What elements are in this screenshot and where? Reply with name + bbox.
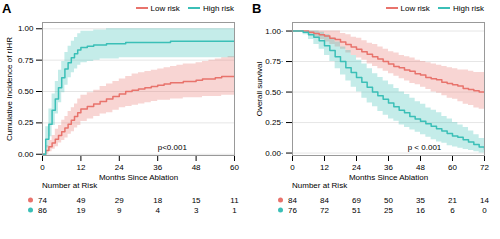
svg-text:36: 36 — [153, 163, 162, 172]
svg-text:48: 48 — [416, 163, 425, 172]
svg-text:p<0.001: p<0.001 — [158, 143, 188, 152]
svg-text:69: 69 — [352, 196, 361, 205]
svg-text:74: 74 — [38, 196, 47, 205]
svg-text:12: 12 — [320, 163, 329, 172]
svg-text:35: 35 — [416, 196, 425, 205]
html-text:Number at Risk: Number at Risk — [42, 181, 98, 190]
svg-text:36: 36 — [384, 163, 393, 172]
svg-text:76: 76 — [288, 206, 297, 215]
svg-text:0.75·: 0.75· — [265, 57, 283, 66]
html-text:A: A — [2, 0, 12, 16]
svg-text:60: 60 — [230, 163, 239, 172]
svg-text:1: 1 — [232, 206, 237, 215]
svg-text:48: 48 — [192, 163, 201, 172]
svg-text:84: 84 — [320, 196, 329, 205]
svg-text:3: 3 — [194, 206, 199, 215]
svg-text:Months Since Ablation: Months Since Ablation — [349, 173, 428, 182]
html-text:Low risk: Low risk — [400, 3, 430, 13]
svg-text:6: 6 — [450, 206, 455, 215]
html-text:Low risk: Low risk — [150, 3, 180, 13]
svg-text:18: 18 — [153, 196, 162, 205]
svg-text:24: 24 — [352, 163, 361, 172]
svg-text:11: 11 — [230, 196, 239, 205]
svg-text:1.00·: 1.00· — [265, 27, 283, 36]
svg-text:0.75: 0.75 — [18, 56, 34, 65]
html-text:High risk: High risk — [202, 3, 234, 13]
svg-text:Months Since Ablation: Months Since Ablation — [99, 173, 178, 182]
svg-text:9: 9 — [117, 206, 122, 215]
svg-text:15: 15 — [192, 196, 201, 205]
svg-text:19: 19 — [76, 206, 85, 215]
svg-text:0.00·: 0.00· — [265, 149, 283, 158]
html-text:High risk: High risk — [452, 3, 484, 13]
svg-text:50: 50 — [384, 196, 393, 205]
svg-text:72: 72 — [480, 163, 489, 172]
svg-text:Overall survival: Overall survival — [255, 61, 264, 116]
html-text:B: B — [252, 0, 262, 16]
svg-text:0.25·: 0.25· — [265, 118, 283, 127]
svg-text:4: 4 — [155, 206, 160, 215]
svg-text:0.00: 0.00 — [18, 150, 34, 159]
svg-text:0.25: 0.25 — [18, 118, 34, 127]
svg-text:0.50·: 0.50· — [265, 88, 283, 97]
svg-text:84: 84 — [288, 196, 297, 205]
svg-text:Cumulative Incidence of rIHR: Cumulative Incidence of rIHR — [5, 37, 14, 141]
svg-text:p < 0.001: p < 0.001 — [408, 143, 442, 152]
svg-text:86: 86 — [38, 206, 47, 215]
svg-text:14: 14 — [480, 196, 489, 205]
svg-text:0.50: 0.50 — [18, 87, 34, 96]
svg-text:24: 24 — [115, 163, 124, 172]
svg-text:0: 0 — [482, 206, 487, 215]
svg-text:72: 72 — [320, 206, 329, 215]
svg-text:25: 25 — [384, 206, 393, 215]
svg-text:16: 16 — [416, 206, 425, 215]
svg-text:0: 0 — [290, 163, 295, 172]
svg-text:49: 49 — [76, 196, 85, 205]
svg-text:1.00: 1.00 — [18, 24, 34, 33]
svg-text:0: 0 — [40, 163, 45, 172]
svg-text:51: 51 — [352, 206, 361, 215]
svg-text:60: 60 — [448, 163, 457, 172]
svg-text:29: 29 — [115, 196, 124, 205]
html-text:Number at Risk: Number at Risk — [292, 181, 348, 190]
svg-text:12: 12 — [76, 163, 85, 172]
svg-text:21: 21 — [448, 196, 457, 205]
